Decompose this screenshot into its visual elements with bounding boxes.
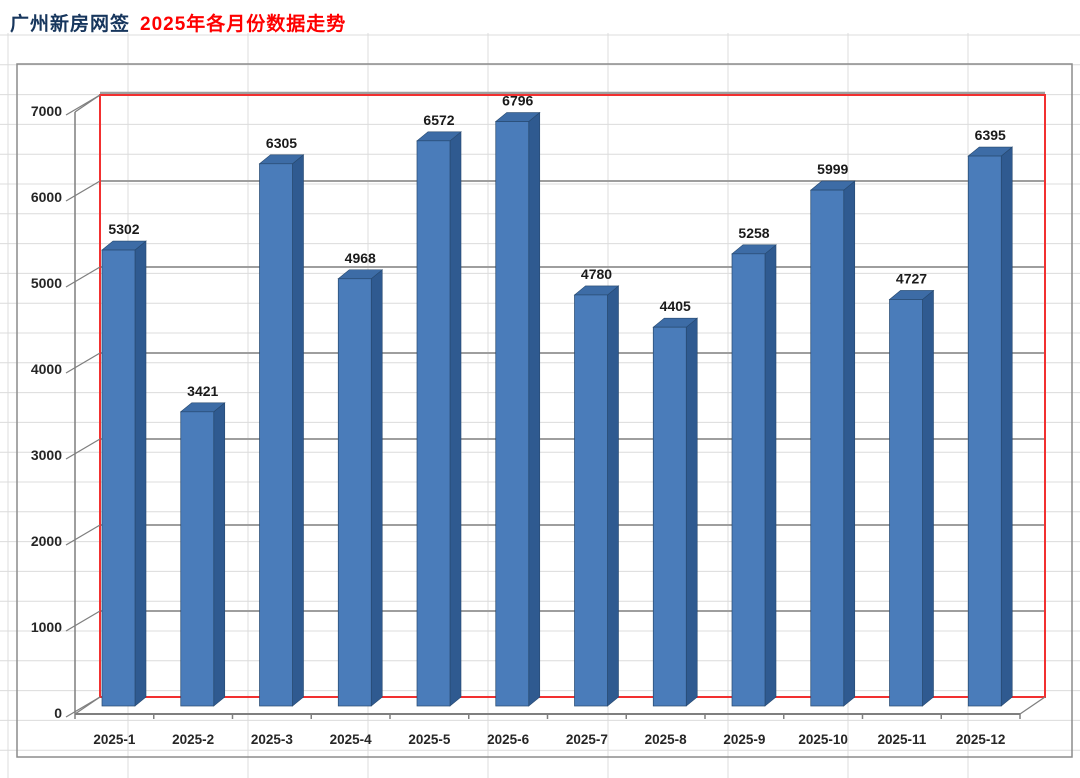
- y-tick-label: 6000: [31, 189, 62, 205]
- y-tick-connector: [65, 438, 101, 460]
- x-tick-label: 2025-2: [172, 732, 214, 747]
- bar[interactable]: [180, 411, 215, 707]
- y-tick-connector: [65, 352, 101, 374]
- y-tick-connector: [65, 266, 101, 288]
- bar-value-label: 5302: [108, 221, 139, 237]
- bar-value-label: 6572: [423, 112, 454, 128]
- bar[interactable]: [810, 189, 845, 707]
- bar[interactable]: [259, 163, 293, 707]
- wall-top-left-edge: [74, 94, 101, 113]
- y-tick-label: 3000: [31, 447, 62, 463]
- x-tick-label: 2025-5: [408, 732, 451, 747]
- bar-value-label: 4727: [896, 270, 927, 286]
- x-tick-label: 2025-10: [798, 732, 848, 747]
- x-tick-label: 2025-8: [645, 732, 688, 747]
- bar-value-label: 4968: [345, 250, 376, 266]
- bar-side-face: [292, 154, 304, 707]
- bar-value-label: 6395: [975, 127, 1006, 143]
- y-tick-label: 5000: [31, 275, 62, 291]
- back-wall: [99, 94, 1046, 698]
- floor-left-edge: [74, 696, 101, 715]
- bar-side-face: [764, 244, 777, 707]
- bar[interactable]: [416, 140, 451, 707]
- y-tick-connector: [65, 180, 101, 202]
- bar-side-face: [843, 180, 856, 707]
- x-tick-label: 2025-1: [93, 732, 136, 747]
- x-tick-label: 2025-6: [487, 732, 530, 747]
- x-tick-label: 2025-7: [566, 732, 608, 747]
- bar-side-face: [685, 317, 698, 707]
- bar-side-face: [134, 240, 147, 707]
- chart-title-suffix: 2025年各月份数据走势: [140, 14, 347, 35]
- bar-side-face: [213, 402, 226, 707]
- chart-title: 广州新房网签 2025年各月份数据走势: [10, 9, 346, 36]
- y-tick-label: 2000: [31, 533, 62, 549]
- bar-value-label: 5999: [817, 161, 848, 177]
- x-tick-label: 2025-4: [330, 732, 373, 747]
- y-tick-label: 1000: [31, 619, 62, 635]
- bar[interactable]: [889, 299, 923, 707]
- bar-side-face: [607, 285, 619, 707]
- bar-side-face: [370, 269, 383, 707]
- x-tick-label: 2025-9: [723, 732, 765, 747]
- y-tick-label: 4000: [31, 361, 62, 377]
- bar[interactable]: [337, 278, 372, 707]
- y-tick-connector: [65, 524, 101, 546]
- y-tick-connector: [65, 610, 101, 632]
- y-tick-label: 0: [54, 705, 62, 721]
- bar[interactable]: [967, 155, 1002, 707]
- bar[interactable]: [574, 294, 608, 707]
- bar-value-label: 4780: [581, 266, 612, 282]
- chart-frame[interactable]: [16, 63, 1073, 758]
- bar-side-face: [449, 131, 462, 707]
- bar-side-face: [528, 111, 541, 707]
- x-tick-label: 2025-11: [877, 732, 926, 747]
- x-tick-label: 2025-3: [251, 732, 294, 747]
- chart-title-prefix: 广州新房网签: [10, 14, 131, 35]
- bar[interactable]: [101, 249, 136, 707]
- y-tick-label: 7000: [31, 103, 62, 119]
- bar[interactable]: [652, 326, 687, 707]
- floor-right-edge: [1019, 696, 1046, 715]
- x-tick-label: 2025-12: [956, 732, 1006, 747]
- bar-side-face: [922, 289, 934, 707]
- bar-value-label: 4405: [660, 298, 691, 314]
- bar[interactable]: [731, 253, 766, 707]
- bar-value-label: 6796: [502, 93, 533, 109]
- bar-value-label: 3421: [187, 383, 218, 399]
- bar-value-label: 6305: [266, 135, 297, 151]
- bar-value-label: 5258: [738, 225, 769, 241]
- bar[interactable]: [495, 121, 530, 707]
- bar-side-face: [1000, 146, 1013, 707]
